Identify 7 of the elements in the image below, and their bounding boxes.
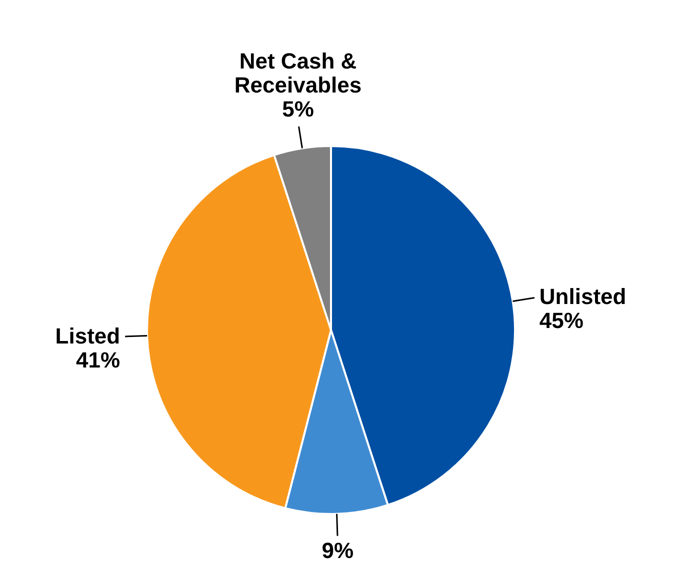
slice-label: Net Cash & Receivables <box>234 48 362 98</box>
slice-label: Listed <box>55 324 120 349</box>
data-label: 45% <box>539 308 584 333</box>
slice-label: Unlisted <box>539 284 626 309</box>
data-label: 41% <box>76 348 120 373</box>
data-label: 5% <box>282 96 314 122</box>
data-label: 9% <box>322 538 354 563</box>
